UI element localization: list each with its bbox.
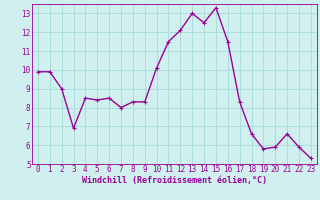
- X-axis label: Windchill (Refroidissement éolien,°C): Windchill (Refroidissement éolien,°C): [82, 176, 267, 185]
